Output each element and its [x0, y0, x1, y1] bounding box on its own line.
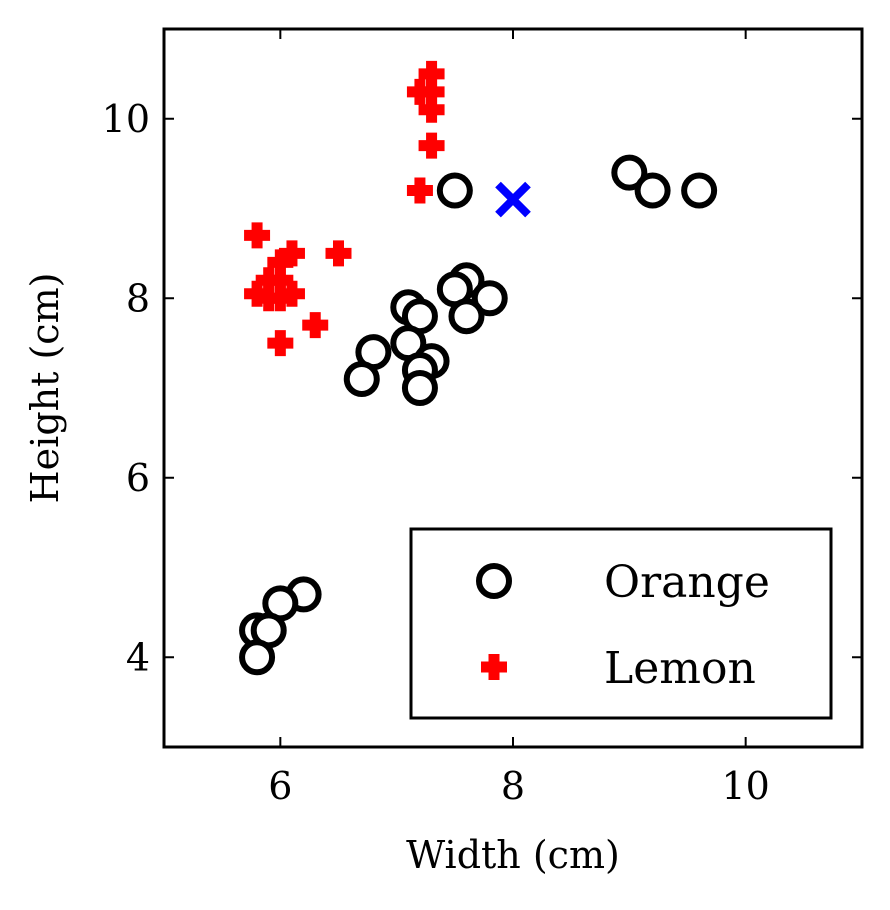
lemon-point	[418, 132, 445, 159]
x-tick-label: 6	[268, 764, 292, 808]
x-tick-label: 10	[721, 764, 769, 808]
x-axis-label: Width (cm)	[406, 833, 620, 877]
plot-marks	[239, 60, 718, 676]
orange-point	[634, 172, 671, 209]
x-tick-label: 8	[501, 764, 525, 808]
lemon-point	[302, 312, 329, 339]
series-orange	[239, 154, 718, 676]
orange-point	[448, 298, 485, 335]
orange-point	[401, 370, 438, 406]
orange-point	[239, 639, 276, 676]
lemon-point	[267, 285, 294, 312]
lemon-point	[418, 96, 445, 123]
lemon-point	[244, 222, 271, 249]
lemon-point	[418, 78, 445, 105]
legend-label-lemon: Lemon	[604, 643, 756, 694]
y-axis-label: Height (cm)	[23, 273, 67, 504]
legend-plus-icon	[481, 654, 507, 680]
orange-point	[611, 154, 648, 191]
y-tick-label: 10	[102, 97, 150, 141]
legend-box	[409, 527, 833, 720]
legend-marker-lemon	[481, 654, 507, 680]
series-query	[495, 181, 531, 218]
series-lemon	[244, 60, 445, 357]
lemon-point	[267, 249, 294, 276]
query-point	[495, 181, 531, 218]
orange-point	[681, 172, 718, 209]
lemon-point	[278, 240, 305, 267]
y-tick-label: 8	[126, 276, 150, 320]
lemon-point	[267, 330, 294, 357]
lemon-point	[255, 267, 282, 294]
legend-label-orange: Orange	[604, 557, 770, 608]
axis-ticks: 6 8 10 4 6 8 10	[102, 29, 862, 808]
y-tick-label: 4	[126, 635, 150, 679]
legend-circle-icon	[476, 563, 512, 599]
orange-point	[343, 361, 380, 398]
y-tick-label: 6	[126, 456, 150, 500]
orange-point	[436, 172, 473, 209]
legend: Orange Lemon	[409, 527, 833, 720]
orange-point	[471, 280, 508, 317]
lemon-point	[418, 60, 445, 87]
lemon-point	[325, 240, 352, 267]
legend-marker-orange	[476, 563, 512, 599]
lemon-point	[406, 177, 433, 204]
